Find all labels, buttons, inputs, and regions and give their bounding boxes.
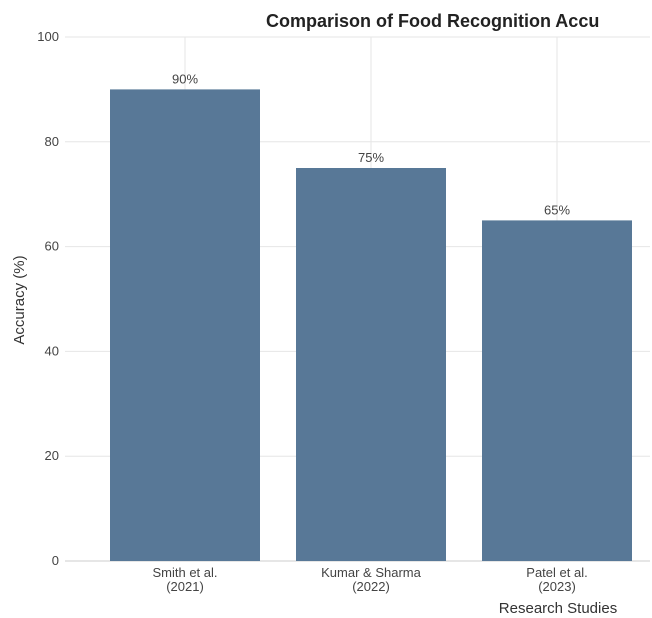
y-tick-label: 60	[45, 239, 59, 254]
bar	[482, 220, 632, 561]
y-tick-label: 0	[52, 553, 59, 568]
x-tick-label: Kumar & Sharma	[321, 565, 421, 580]
x-axis-label: Research Studies	[499, 600, 617, 617]
x-tick-label: (2021)	[166, 579, 204, 594]
y-tick-label: 20	[45, 448, 59, 463]
y-tick-label: 80	[45, 134, 59, 149]
x-tick-label: (2022)	[352, 579, 390, 594]
bar	[110, 89, 260, 562]
y-tick-label: 40	[45, 343, 59, 358]
bar-value-label: 90%	[172, 71, 198, 86]
bar-value-label: 75%	[358, 150, 384, 165]
x-tick-label: Smith et al.	[152, 565, 217, 580]
bar-value-label: 65%	[544, 202, 570, 217]
chart-title: Comparison of Food Recognition Accu	[266, 11, 599, 31]
x-tick-label: (2023)	[538, 579, 576, 594]
y-axis-label: Accuracy (%)	[11, 255, 28, 344]
x-tick-label: Patel et al.	[526, 565, 587, 580]
y-tick-label: 100	[37, 29, 59, 44]
bar	[296, 168, 446, 561]
